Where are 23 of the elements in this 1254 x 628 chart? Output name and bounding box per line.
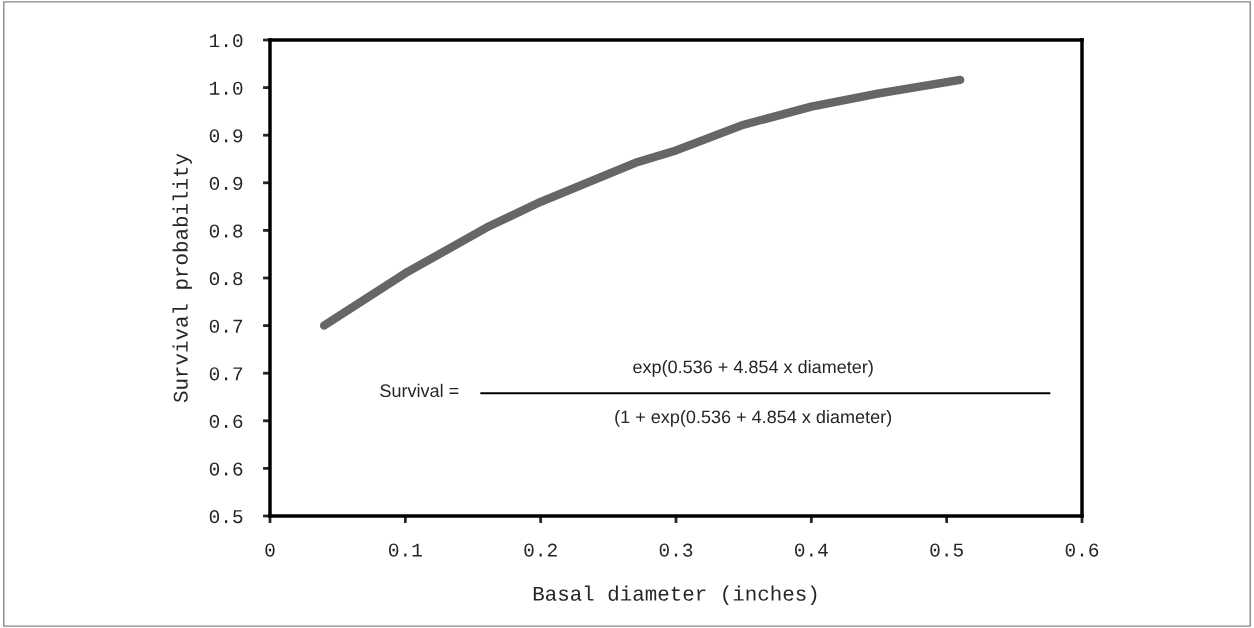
y-tick-label: 0.8 [209, 272, 243, 286]
y-tick-label: 1.0 [210, 34, 243, 48]
x-axis-title: Basal diameter (inches) [533, 585, 817, 605]
y-tick-label: 1.0 [210, 81, 243, 95]
annotation: (1 + exp(0.536 + 4.854 x diameter) [615, 410, 892, 427]
y-tick-label: 0.7 [209, 367, 243, 381]
x-tick-label: 0.2 [524, 543, 557, 557]
annotation: exp(0.536 + 4.854 x diameter) [633, 360, 873, 377]
y-tick-label: 0.9 [209, 176, 243, 191]
x-tick-label: 0.6 [1065, 543, 1099, 557]
y-tick-label: 0.8 [209, 224, 243, 238]
annotation: Survival = [380, 383, 459, 398]
y-axis-title: Survival probability [172, 153, 192, 403]
x-tick-label: 0.1 [389, 543, 422, 557]
x-tick-label: 0 [265, 543, 275, 557]
y-tick-label: 0.7 [209, 319, 243, 333]
x-tick-label: 0.5 [930, 543, 963, 557]
y-tick-label: 0.6 [209, 414, 243, 429]
y-tick-label: 0.6 [209, 462, 243, 476]
y-tick-label: 0.5 [209, 510, 243, 524]
y-tick-label: 0.9 [209, 129, 243, 143]
x-tick-label: 0.3 [659, 543, 693, 557]
x-tick-label: 0.4 [795, 543, 828, 557]
